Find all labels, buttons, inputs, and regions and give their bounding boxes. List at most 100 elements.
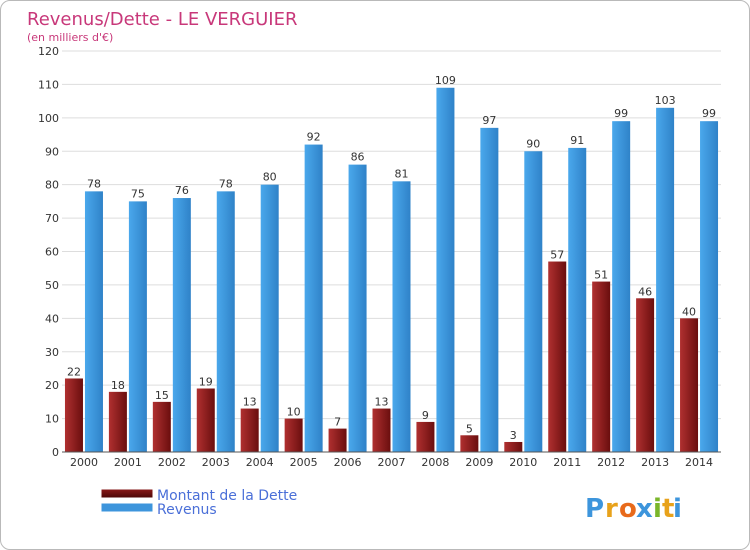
data-label-revenus-2006: 86 (351, 151, 365, 164)
y-tick-label: 40 (45, 312, 59, 325)
logo-letter: x (636, 494, 653, 524)
bar-debt-2013 (636, 298, 655, 452)
legend-item-debt: Montant de la Dette (100, 488, 297, 504)
data-label-revenus-2002: 76 (175, 184, 189, 197)
x-tick-label-2009: 2009 (465, 456, 493, 469)
data-label-debt-2010: 3 (510, 429, 517, 442)
data-label-debt-2006: 7 (334, 416, 341, 429)
data-label-debt-2012: 51 (594, 269, 608, 282)
data-label-revenus-2013: 103 (655, 94, 676, 107)
logo-letter: i (653, 494, 662, 524)
bar-debt-2002 (152, 401, 171, 452)
data-label-debt-2002: 15 (155, 389, 169, 402)
data-label-revenus-2011: 91 (570, 134, 584, 147)
data-label-debt-2007: 13 (375, 396, 389, 409)
bar-revenus-2002 (172, 198, 191, 452)
data-label-revenus-2005: 92 (307, 131, 321, 144)
bar-debt-2006 (328, 428, 347, 452)
data-label-revenus-2010: 90 (526, 137, 540, 150)
legend-swatch-debt (100, 488, 154, 499)
x-tick-label-2003: 2003 (202, 456, 230, 469)
x-tick-label-2000: 2000 (70, 456, 98, 469)
data-label-revenus-2003: 78 (219, 177, 233, 190)
y-tick-label: 80 (45, 179, 59, 192)
x-tick-label-2004: 2004 (246, 456, 274, 469)
logo-letter: P (585, 494, 604, 524)
data-label-revenus-2014: 99 (702, 107, 716, 120)
y-tick-label: 30 (45, 346, 59, 359)
x-tick-label-2014: 2014 (685, 456, 713, 469)
bar-revenus-2014 (700, 121, 719, 453)
data-label-debt-2000: 22 (67, 365, 81, 378)
x-tick-label-2013: 2013 (641, 456, 669, 469)
logo-letter: i (673, 494, 682, 524)
x-tick-label-2002: 2002 (158, 456, 186, 469)
data-label-revenus-2000: 78 (87, 177, 101, 190)
bar-revenus-2013 (656, 107, 675, 452)
bar-debt-2009 (460, 435, 479, 452)
chart-title: Revenus/Dette - LE VERGUIER (27, 9, 297, 30)
x-tick-label-2008: 2008 (421, 456, 449, 469)
grid-lines (62, 50, 721, 420)
x-tick-label-2010: 2010 (509, 456, 537, 469)
bar-debt-2005 (284, 418, 303, 452)
x-tick-label-2007: 2007 (378, 456, 406, 469)
legend: Montant de la Dette Revenus (100, 488, 297, 518)
y-tick-label: 70 (45, 212, 59, 225)
logo-letter: o (619, 494, 637, 524)
x-tick-label-2011: 2011 (553, 456, 581, 469)
bar-debt-2004 (240, 408, 259, 452)
legend-label-debt: Montant de la Dette (157, 488, 297, 504)
data-label-revenus-2008: 109 (435, 74, 456, 87)
bar-debt-2003 (196, 388, 215, 452)
x-tick-label-2012: 2012 (597, 456, 625, 469)
bar-revenus-2004 (260, 184, 279, 452)
bar-debt-2000 (64, 378, 83, 452)
bar-revenus-2012 (612, 121, 631, 453)
bar-revenus-2003 (216, 191, 235, 452)
chart-subtitle: (en milliers d'€) (27, 31, 113, 44)
x-axis-ticks: 2000 2001 2002 2003 2004 2005 2006 2007 2008 2009… (70, 456, 713, 469)
bar-revenus-2000 (84, 191, 103, 452)
x-tick-label-2005: 2005 (290, 456, 318, 469)
bar-debt-2008 (416, 421, 435, 452)
bar-revenus-2005 (304, 144, 323, 453)
logo-letter: t (662, 494, 674, 524)
data-label-revenus-2012: 99 (614, 107, 628, 120)
data-label-debt-2003: 19 (199, 376, 213, 389)
x-tick-label-2001: 2001 (114, 456, 142, 469)
y-tick-label: 120 (38, 45, 59, 58)
bar-debt-2001 (108, 391, 127, 452)
data-label-debt-2001: 18 (111, 379, 125, 392)
data-label-debt-2011: 57 (550, 249, 564, 262)
data-label-debt-2004: 13 (243, 396, 257, 409)
bar-revenus-2011 (568, 147, 587, 453)
data-label-revenus-2007: 81 (395, 167, 409, 180)
data-label-revenus-2004: 80 (263, 171, 277, 184)
bar-revenus-2006 (348, 164, 367, 452)
data-label-debt-2009: 5 (466, 422, 473, 435)
bar-revenus-2009 (480, 127, 499, 452)
legend-label-revenus: Revenus (157, 502, 217, 518)
y-tick-label: 60 (45, 246, 59, 259)
bar-revenus-2001 (128, 201, 147, 452)
bar-debt-2014 (680, 318, 699, 452)
y-tick-label: 10 (45, 413, 59, 426)
y-tick-label: 110 (38, 78, 59, 91)
y-tick-label: 20 (45, 379, 59, 392)
y-tick-label: 90 (45, 145, 59, 158)
bar-debt-2010 (504, 441, 523, 452)
data-label-debt-2014: 40 (682, 305, 696, 318)
bar-revenus-2008 (436, 87, 455, 452)
data-label-revenus-2001: 75 (131, 187, 145, 200)
y-axis-ticks: 0 10 20 30 40 50 60 70 80 90 100 110 120 (38, 45, 59, 459)
y-tick-label: 0 (52, 446, 59, 459)
legend-item-revenus: Revenus (100, 502, 217, 518)
data-labels: 22 78 18 75 15 76 19 78 13 80 10 92 7 86 13 81 9 109 5 97 3 9… (67, 74, 716, 442)
legend-swatch-revenus (100, 502, 154, 513)
data-label-debt-2013: 46 (638, 285, 652, 298)
bar-revenus-2010 (524, 151, 543, 452)
